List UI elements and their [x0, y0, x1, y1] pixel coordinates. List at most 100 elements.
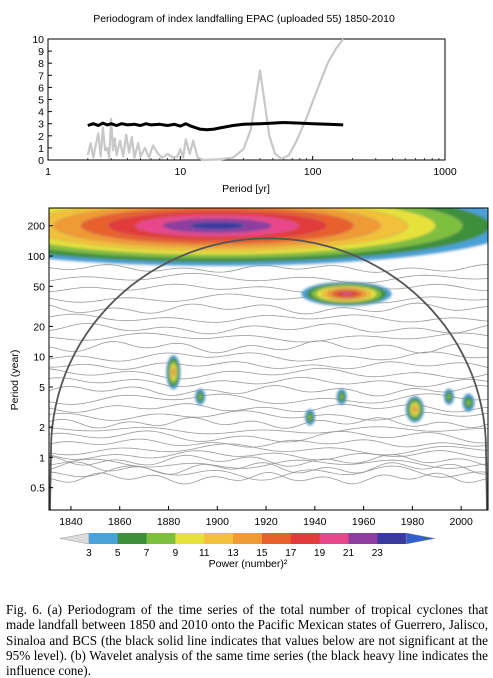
contour-line	[49, 438, 488, 448]
y-tick-label: 3	[38, 119, 44, 131]
x-tick-label: 1940	[303, 516, 327, 528]
y-tick-label: 6	[38, 82, 44, 94]
colorbar-segment	[233, 533, 263, 544]
contour-line	[49, 454, 488, 467]
power-patch	[301, 281, 392, 307]
x-tick-label: 1840	[59, 516, 83, 528]
y-tick-label: 100	[27, 251, 45, 263]
colorbar-tick-label: 13	[228, 548, 240, 559]
colorbar-segment	[204, 533, 234, 544]
colorbar-tick-label: 7	[144, 548, 150, 559]
colorbar-segment	[348, 533, 378, 544]
power-patch	[49, 208, 488, 266]
y-tick-label: 1	[38, 143, 44, 155]
power-patch	[195, 388, 206, 405]
power-contour	[189, 221, 245, 230]
contour-line	[49, 264, 488, 273]
contour-line	[49, 450, 488, 461]
y-tick-label: 200	[27, 221, 45, 233]
colorbar-arrow-high	[405, 532, 436, 545]
colorbar-segment	[88, 533, 119, 544]
x-tick-label: 1	[45, 166, 51, 178]
y-tick-label: 10	[33, 352, 45, 364]
y-tick-label: 50	[33, 281, 45, 293]
y-tick-label: 0	[38, 155, 44, 167]
colorbar-arrow-low	[59, 532, 90, 545]
power-patch	[443, 388, 455, 405]
contour-line	[49, 323, 488, 335]
colorbar-tick-label: 17	[285, 548, 297, 559]
power-patch	[336, 388, 347, 405]
x-tick-label: 100	[304, 166, 322, 178]
contour-line	[49, 443, 488, 456]
contour-line	[49, 377, 488, 387]
colorbar-tick-label: 3	[86, 548, 92, 559]
power-contour	[413, 406, 417, 412]
x-tick-label: 10	[174, 166, 186, 178]
y-tick-label: 1	[39, 452, 45, 464]
x-tick-label: 1000	[433, 166, 457, 178]
power-contour	[466, 399, 471, 406]
wavelet-y-axis: 200 100 50 20 10 5 2 1 0.5	[27, 221, 53, 495]
contour-line	[49, 465, 488, 481]
contour-line	[49, 393, 488, 405]
power-contour	[172, 369, 175, 376]
power-patch	[166, 355, 181, 390]
colorbar-segment	[146, 533, 176, 544]
colorbar-tick-label: 21	[343, 548, 355, 559]
contour-line	[49, 272, 488, 284]
y-tick-label: 7	[38, 70, 44, 82]
wavelet-frame	[48, 207, 489, 511]
colorbar-tick-label: 15	[256, 548, 268, 559]
x-tick-label: 2000	[449, 516, 473, 528]
wavelet-power-patches	[49, 208, 488, 426]
y-tick-label: 2	[39, 422, 45, 434]
contour-line	[49, 351, 488, 362]
contour-line	[49, 332, 488, 343]
power-patch	[462, 393, 475, 412]
x-tick-label: 1920	[254, 516, 278, 528]
y-tick-label: 9	[38, 46, 44, 58]
contour-line	[49, 426, 488, 435]
x-tick-label: 1860	[108, 516, 132, 528]
power-contour	[308, 414, 312, 421]
power-contour	[341, 292, 352, 296]
y-tick-label: 0.5	[30, 483, 45, 495]
power-contour	[339, 393, 344, 400]
colorbar-segment	[319, 533, 349, 544]
y-tick-label: 5	[39, 382, 45, 394]
contour-line	[49, 340, 488, 354]
periodogram-x-axis: 1 10 100 1000	[45, 156, 457, 178]
contour-line	[49, 367, 488, 380]
power-contour	[447, 393, 451, 400]
x-tick-label: 1960	[352, 516, 376, 528]
colorbar-segment	[290, 533, 321, 544]
contour-line	[49, 385, 488, 397]
contour-line	[49, 417, 488, 429]
figure-caption: Fig. 6. (a) Periodogram of the time seri…	[6, 602, 488, 678]
colorbar-tick-label: 19	[314, 548, 326, 559]
contour-line	[49, 313, 488, 323]
periodogram-x-label: Period [yr]	[222, 183, 270, 195]
colorbar-segment	[117, 533, 147, 544]
power-patch	[405, 396, 424, 423]
y-tick-label: 20	[33, 321, 45, 333]
colorbar-tick-label: 11	[199, 548, 210, 559]
power-contour	[198, 393, 203, 400]
colorbar-tick-label: 9	[173, 548, 179, 559]
contour-line	[49, 430, 488, 444]
x-tick-label: 1980	[401, 516, 425, 528]
wavelet-x-axis: 1840 1860 1880 1900 1920 1940 1960 1980 2000	[59, 506, 473, 528]
contour-line	[49, 461, 488, 475]
contour-line	[49, 472, 488, 485]
periodogram-title: Periodogram of index landfalling EPAC (u…	[93, 13, 395, 25]
x-tick-label: 1880	[157, 516, 181, 528]
contour-line	[49, 458, 488, 469]
colorbar-segment	[175, 533, 205, 544]
colorbar-segment	[377, 533, 407, 544]
periodogram-chart: Periodogram of index landfalling EPAC (u…	[32, 13, 457, 195]
periodogram-series	[86, 38, 345, 162]
colorbar-label: Power (number)²	[209, 558, 288, 570]
